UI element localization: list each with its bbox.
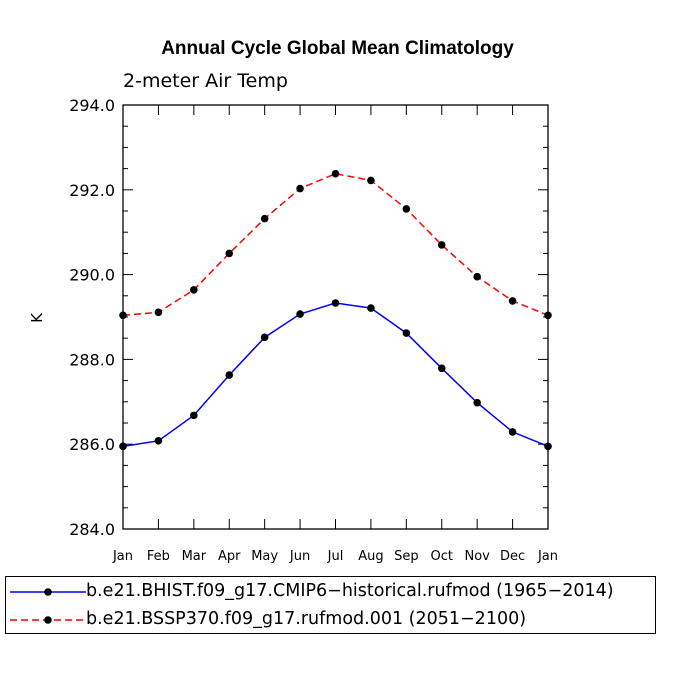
data-point-series-0 xyxy=(331,299,340,307)
data-point-series-0 xyxy=(508,428,517,436)
x-tick-label: May xyxy=(251,549,278,564)
x-tick-label: Dec xyxy=(500,549,525,564)
x-tick-label: Jun xyxy=(289,549,310,564)
legend-label-ssp370: b.e21.BSSP370.f09_g17.rufmod.001 (2051−2… xyxy=(86,609,527,629)
x-tick-label: Jan xyxy=(537,549,558,564)
series-line-0 xyxy=(122,302,549,448)
data-point-series-0 xyxy=(119,442,127,451)
data-point-series-1 xyxy=(402,205,411,213)
x-tick-label: Apr xyxy=(218,549,241,564)
data-point-series-0 xyxy=(402,329,411,337)
legend: b.e21.BHIST.f09_g17.CMIP6−historical.ruf… xyxy=(5,576,656,634)
x-tick-label: Mar xyxy=(182,549,207,564)
data-point-series-0 xyxy=(367,304,375,312)
y-tick-label: 284.0 xyxy=(69,520,115,539)
y-tick-label: 292.0 xyxy=(69,181,115,200)
x-tick-label: Sep xyxy=(394,549,419,564)
legend-swatch-ssp370 xyxy=(10,616,86,624)
legend-entry-historical: b.e21.BHIST.f09_g17.CMIP6−historical.ruf… xyxy=(6,578,655,606)
data-point-series-1 xyxy=(473,272,481,281)
x-tick-label: Feb xyxy=(147,549,170,564)
y-axis-ticks: 284.0 286.0 288.0 290.0 292.0 294.0 xyxy=(69,96,548,539)
x-tick-label: Nov xyxy=(464,549,490,564)
data-point-series-1 xyxy=(154,308,163,317)
x-tick-label: Jul xyxy=(327,549,344,564)
data-point-series-0 xyxy=(260,333,269,342)
data-point-series-1 xyxy=(119,311,127,320)
plot-frame xyxy=(122,104,549,530)
data-point-series-1 xyxy=(296,184,304,193)
legend-label-historical: b.e21.BHIST.f09_g17.CMIP6−historical.ruf… xyxy=(86,581,614,601)
data-point-series-1 xyxy=(331,169,340,178)
data-point-series-0 xyxy=(190,411,198,420)
series-layer xyxy=(119,169,552,451)
x-tick-label: Jan xyxy=(112,549,133,564)
x-axis-ticks: Jan Feb Mar Apr May Jun Jul Aug Sep Oct Nov Dec Jan xyxy=(112,105,558,564)
legend-entry-ssp370: b.e21.BSSP370.f09_g17.rufmod.001 (2051−2… xyxy=(6,606,655,634)
line-chart: 284.0 286.0 288.0 290.0 292.0 294.0 Jan Feb Mar… xyxy=(28,96,558,564)
data-point-series-1 xyxy=(260,214,269,223)
y-tick-label: 294.0 xyxy=(69,96,115,115)
data-point-series-1 xyxy=(437,241,446,249)
y-tick-label: 288.0 xyxy=(69,350,115,369)
data-point-series-1 xyxy=(544,311,552,320)
data-point-series-0 xyxy=(154,437,163,445)
data-point-series-0 xyxy=(225,371,234,379)
x-tick-label: Aug xyxy=(358,549,383,564)
data-point-series-0 xyxy=(437,364,446,373)
chart-title: Annual Cycle Global Mean Climatology xyxy=(161,38,514,59)
legend-swatch-historical xyxy=(10,588,86,596)
legend-marker-ssp370 xyxy=(44,616,52,624)
x-tick-label: Oct xyxy=(431,549,453,564)
y-tick-label: 286.0 xyxy=(69,435,115,454)
series-line-1 xyxy=(122,172,549,317)
data-point-series-0 xyxy=(296,310,304,318)
data-point-series-1 xyxy=(367,176,375,185)
data-point-series-1 xyxy=(508,297,517,305)
legend-marker-historical xyxy=(44,588,52,596)
y-tick-label: 290.0 xyxy=(69,266,115,285)
data-point-series-1 xyxy=(190,286,198,294)
data-point-series-1 xyxy=(225,249,234,258)
chart-subtitle: 2-meter Air Temp xyxy=(123,70,288,92)
data-point-series-0 xyxy=(473,398,481,407)
data-point-series-0 xyxy=(544,442,552,451)
y-axis-label: K xyxy=(28,312,46,323)
